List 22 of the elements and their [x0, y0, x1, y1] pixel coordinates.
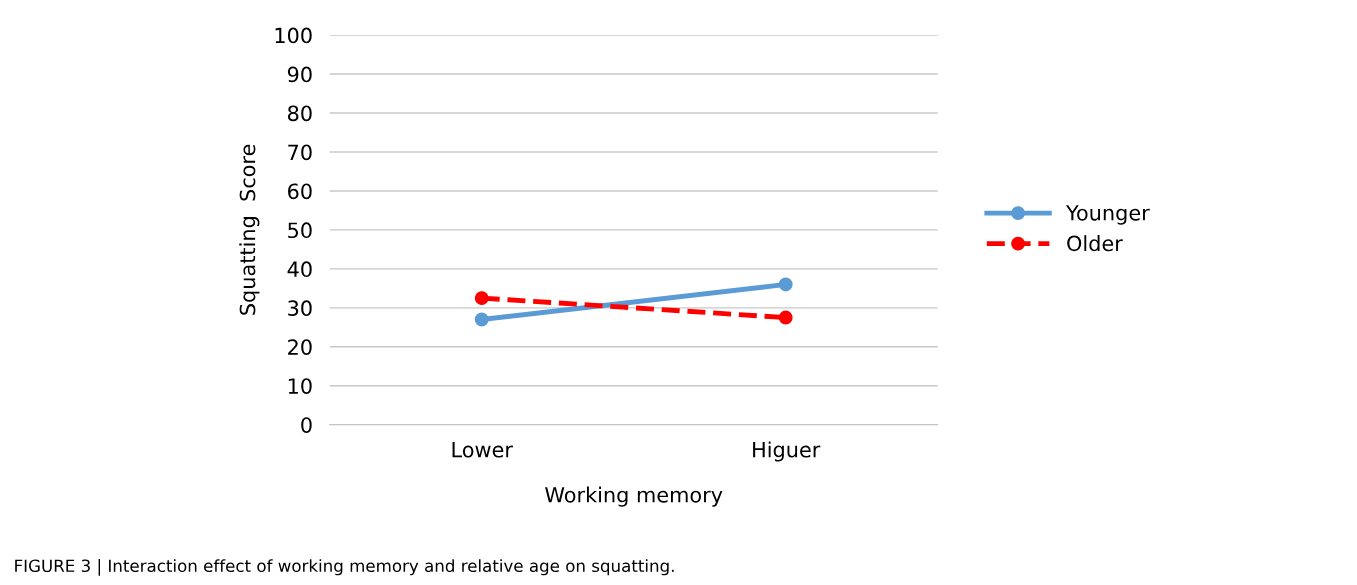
- x-axis-title: Working memory: [545, 486, 723, 507]
- point: [778, 310, 793, 325]
- point: [778, 277, 793, 292]
- y-tick-label: 70: [288, 144, 312, 161]
- y-tick-label: 40: [287, 261, 312, 278]
- y-axis-title: Squatting Score: [239, 144, 260, 315]
- y-tick-label: 10: [288, 378, 312, 394]
- caption: FIGURE 3 | Interaction effect of working memory and relative age on squatting.: [15, 559, 674, 576]
- legend-label: Older: [1067, 235, 1123, 252]
- y-tick-label: 100: [275, 27, 312, 44]
- y-tick-label: 30: [288, 300, 312, 317]
- y-tick-label: 80: [287, 105, 312, 122]
- point: [474, 291, 489, 306]
- legend-label: Younger: [1065, 205, 1150, 225]
- x-tick-label: Lower: [452, 442, 513, 458]
- y-tick-label: 0: [301, 417, 312, 433]
- y-tick-label: 60: [288, 183, 312, 200]
- point: [474, 312, 489, 327]
- y-tick-label: 50: [288, 222, 312, 239]
- y-tick-label: 20: [288, 339, 312, 355]
- x-tick-label: Higuer: [753, 441, 821, 462]
- y-tick-label: 90: [287, 66, 312, 83]
